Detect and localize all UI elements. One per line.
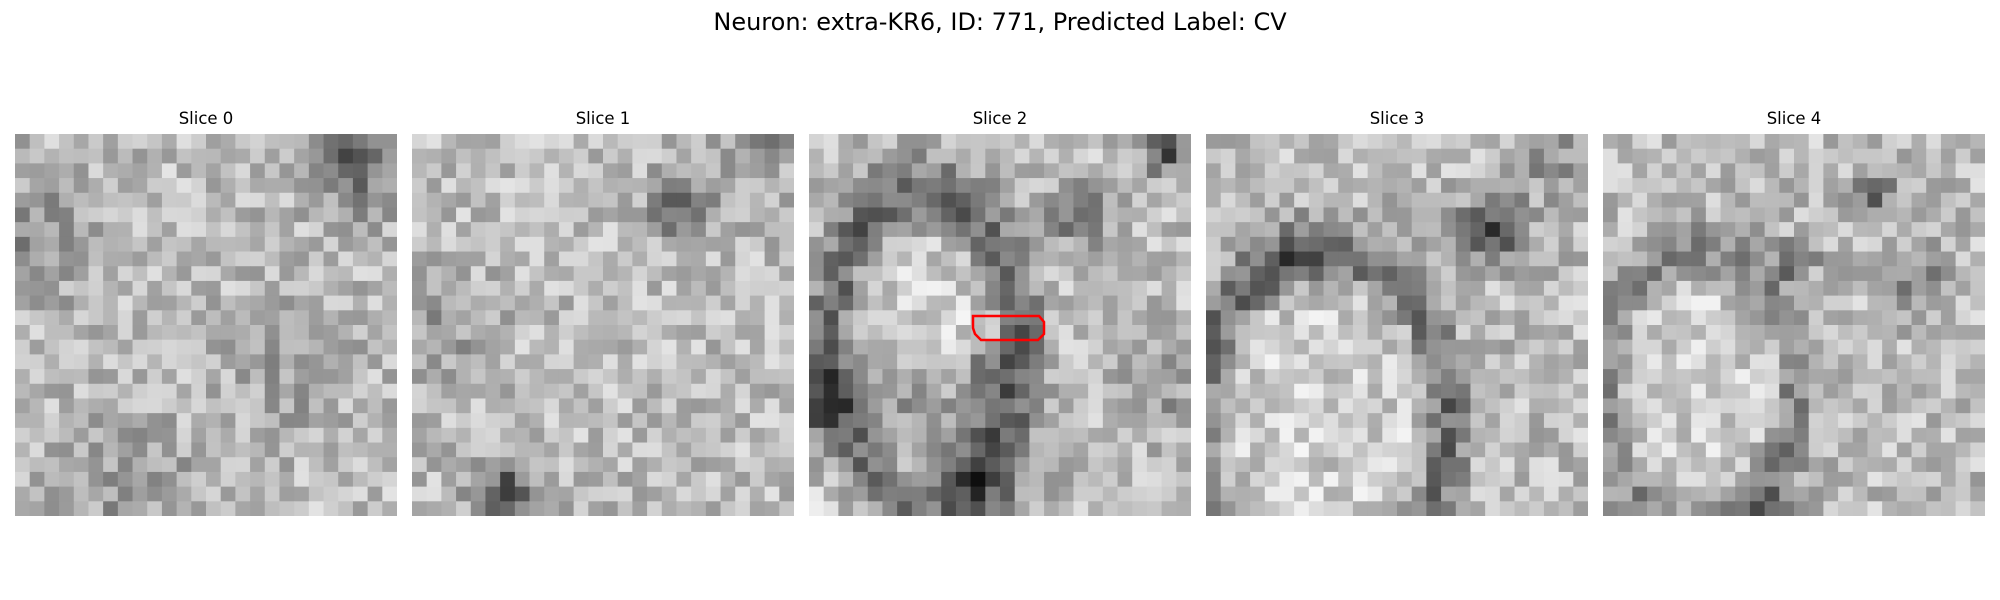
slice-image-0 [15, 134, 397, 516]
slice-title-4: Slice 4 [1766, 109, 1822, 128]
slice-panel-1: Slice 1 [412, 108, 794, 516]
slice-panel-4: Slice 4 [1603, 108, 1985, 516]
slice-panel-3: Slice 3 [1206, 108, 1588, 516]
slice-image-1 [412, 134, 794, 516]
slice-title-1: Slice 1 [575, 109, 631, 128]
slice-image-3 [1206, 134, 1588, 516]
slice-panel-0: Slice 0 [15, 108, 397, 516]
slice-title-0: Slice 0 [178, 109, 234, 128]
slice-image-2 [809, 134, 1191, 516]
slice-title-3: Slice 3 [1369, 109, 1425, 128]
roi-outline [971, 314, 1046, 342]
figure-title: Neuron: extra-KR6, ID: 771, Predicted La… [713, 8, 1287, 36]
slice-title-2: Slice 2 [972, 109, 1028, 128]
slice-image-4 [1603, 134, 1985, 516]
slice-panel-2: Slice 2 [809, 108, 1191, 516]
